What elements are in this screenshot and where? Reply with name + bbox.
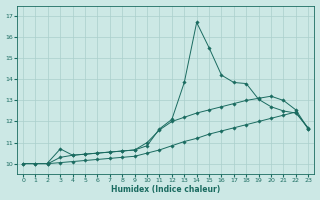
X-axis label: Humidex (Indice chaleur): Humidex (Indice chaleur) (111, 185, 220, 194)
